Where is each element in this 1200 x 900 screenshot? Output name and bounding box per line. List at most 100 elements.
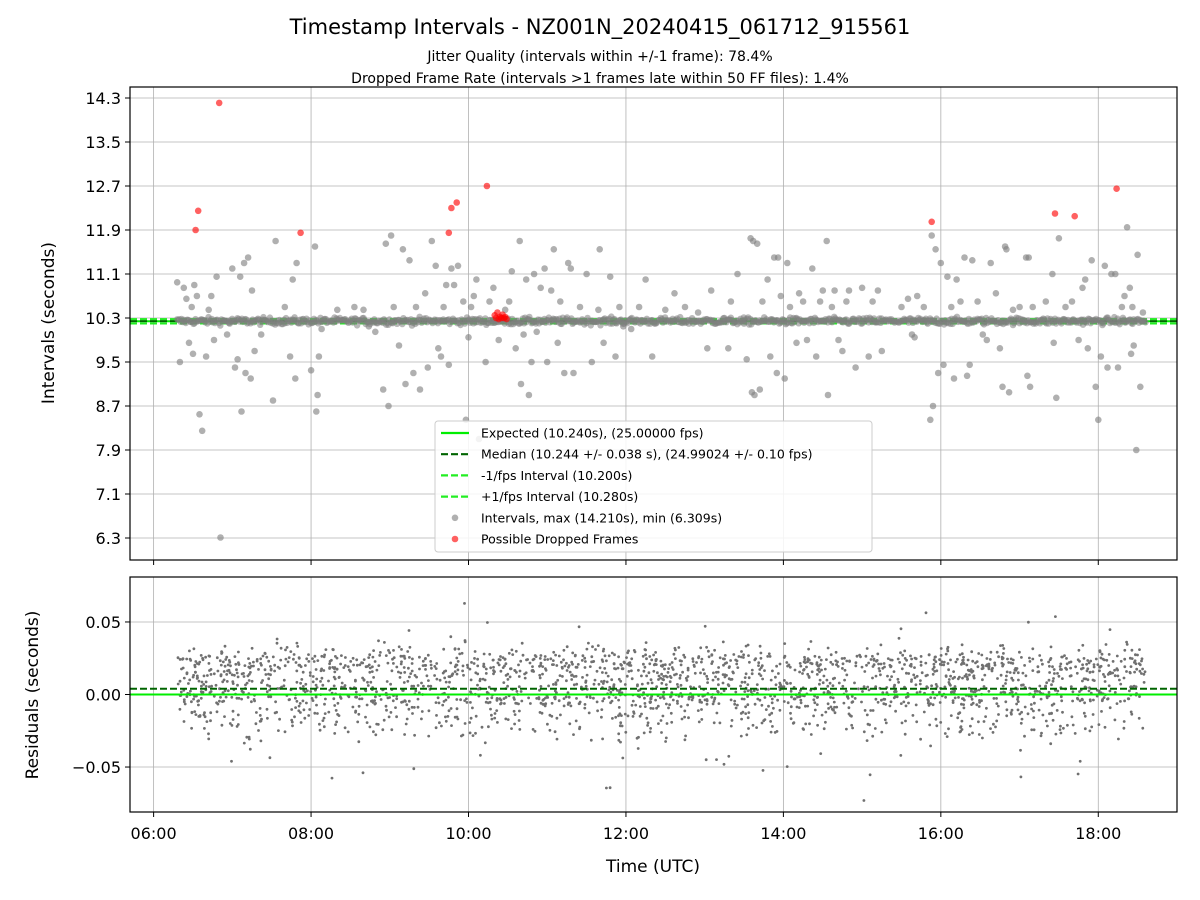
residual-point xyxy=(643,665,647,669)
residual-point xyxy=(949,683,952,687)
residual-point xyxy=(346,665,350,668)
residual-point xyxy=(429,684,433,688)
interval-point xyxy=(547,287,555,294)
residual-point xyxy=(768,713,771,717)
residual-point xyxy=(572,675,576,678)
residual-point xyxy=(744,705,747,709)
legend-swatch-marker xyxy=(451,535,459,543)
residual-point xyxy=(871,709,875,712)
interval-point xyxy=(432,262,440,270)
residual-point xyxy=(226,669,229,673)
residual-point xyxy=(1011,662,1015,665)
residual-point xyxy=(492,672,495,676)
residual-point xyxy=(980,653,984,657)
residual-point xyxy=(340,681,344,685)
residual-point xyxy=(1080,697,1084,701)
interval-point xyxy=(937,259,945,267)
residual-point xyxy=(842,701,846,705)
residual-point xyxy=(789,681,792,685)
interval-point xyxy=(878,347,886,355)
residual-point xyxy=(868,723,871,727)
residual-point xyxy=(277,729,280,732)
residual-point xyxy=(1106,697,1110,701)
residual-point xyxy=(815,696,819,699)
residual-point xyxy=(294,706,297,709)
interval-point xyxy=(238,408,245,415)
residual-point xyxy=(786,701,790,705)
interval-point xyxy=(969,257,976,264)
residual-point xyxy=(541,672,544,676)
residual-point xyxy=(301,699,305,703)
residual-point xyxy=(368,666,372,670)
residual-point xyxy=(182,720,186,723)
residual-point xyxy=(381,728,385,732)
interval-point xyxy=(816,298,824,305)
residual-point xyxy=(520,699,524,703)
residual-point xyxy=(1141,667,1144,671)
residual-point xyxy=(946,662,950,665)
interval-point xyxy=(1139,309,1147,316)
residual-point xyxy=(395,665,399,669)
intervals-y-tick-label: 10.3 xyxy=(85,309,121,328)
interval-point xyxy=(606,273,614,281)
interval-point xyxy=(240,259,248,267)
residual-point xyxy=(855,654,859,658)
residual-point xyxy=(226,689,230,693)
residual-point xyxy=(712,671,715,675)
interval-point xyxy=(767,353,774,360)
residual-point xyxy=(982,720,986,723)
residual-point xyxy=(315,677,319,681)
residual-point xyxy=(255,711,258,714)
residual-point xyxy=(371,665,374,669)
residual-point xyxy=(356,720,360,724)
residual-point xyxy=(508,675,512,679)
residual-point xyxy=(894,709,897,713)
residual-point xyxy=(673,646,677,650)
residual-point xyxy=(860,700,863,704)
residual-point xyxy=(321,719,325,722)
residual-point xyxy=(365,703,369,707)
residual-point xyxy=(1059,724,1062,728)
residual-point xyxy=(934,717,938,721)
residual-point xyxy=(320,676,324,680)
residual-point xyxy=(414,689,418,693)
residual-point xyxy=(776,698,779,702)
residual-point xyxy=(1137,716,1141,720)
residual-point xyxy=(666,671,670,674)
residual-point xyxy=(367,663,371,667)
residual-point xyxy=(752,689,756,693)
interval-point xyxy=(1025,254,1032,261)
residual-point xyxy=(684,676,688,680)
residual-point xyxy=(700,708,703,711)
residual-point xyxy=(373,702,377,706)
residual-point xyxy=(854,664,858,668)
chart-title: Timestamp Intervals - NZ001N_20240415_06… xyxy=(289,15,911,39)
residual-point xyxy=(539,654,543,657)
dropped-frame-point xyxy=(194,207,202,215)
residual-point xyxy=(861,690,864,693)
residual-point xyxy=(977,688,981,692)
residual-point xyxy=(659,659,663,663)
residual-point xyxy=(1002,690,1005,694)
residual-point xyxy=(625,656,628,659)
residual-point xyxy=(592,660,596,663)
residual-point xyxy=(695,661,698,664)
residual-point xyxy=(619,724,622,727)
residual-point xyxy=(774,683,778,687)
residual-point xyxy=(568,670,572,674)
residual-point xyxy=(372,649,375,652)
residual-point xyxy=(946,647,949,651)
residual-point xyxy=(212,694,216,698)
interval-point xyxy=(372,328,379,336)
legend-box xyxy=(434,420,873,553)
interval-point xyxy=(561,369,568,377)
residual-point xyxy=(244,683,247,687)
residual-point xyxy=(333,732,337,735)
interval-point xyxy=(567,265,575,272)
residual-point xyxy=(574,674,578,678)
residual-point xyxy=(411,657,414,661)
residual-point xyxy=(877,662,880,666)
residual-point xyxy=(617,655,620,659)
residual-point xyxy=(875,659,879,662)
residual-point xyxy=(913,676,917,680)
